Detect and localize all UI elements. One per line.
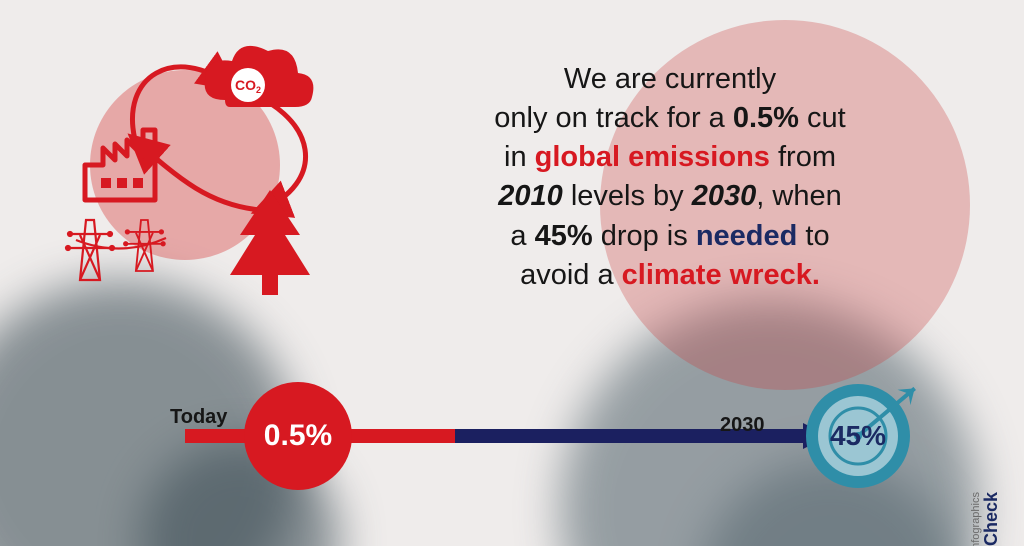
timeline-target: 45% (806, 384, 910, 488)
emissions-cycle-illustration: CO2 (60, 35, 370, 325)
infographic-stage: CO2 We are currentlyonly on track for a 0… (0, 0, 1024, 546)
brand-credit: InfographicsReCheck (971, 492, 1000, 546)
timeline-start-label: Today (170, 406, 227, 429)
timeline-start-value: 0.5% (244, 382, 352, 490)
factory-icon (85, 130, 155, 200)
co2-cloud-icon: CO2 (205, 46, 314, 107)
power-lines-icon (66, 220, 166, 280)
headline-text: We are currentlyonly on track for a 0.5%… (390, 60, 950, 295)
svg-text:45%: 45% (830, 420, 886, 451)
timeline-end-label: 2030 (720, 414, 765, 437)
